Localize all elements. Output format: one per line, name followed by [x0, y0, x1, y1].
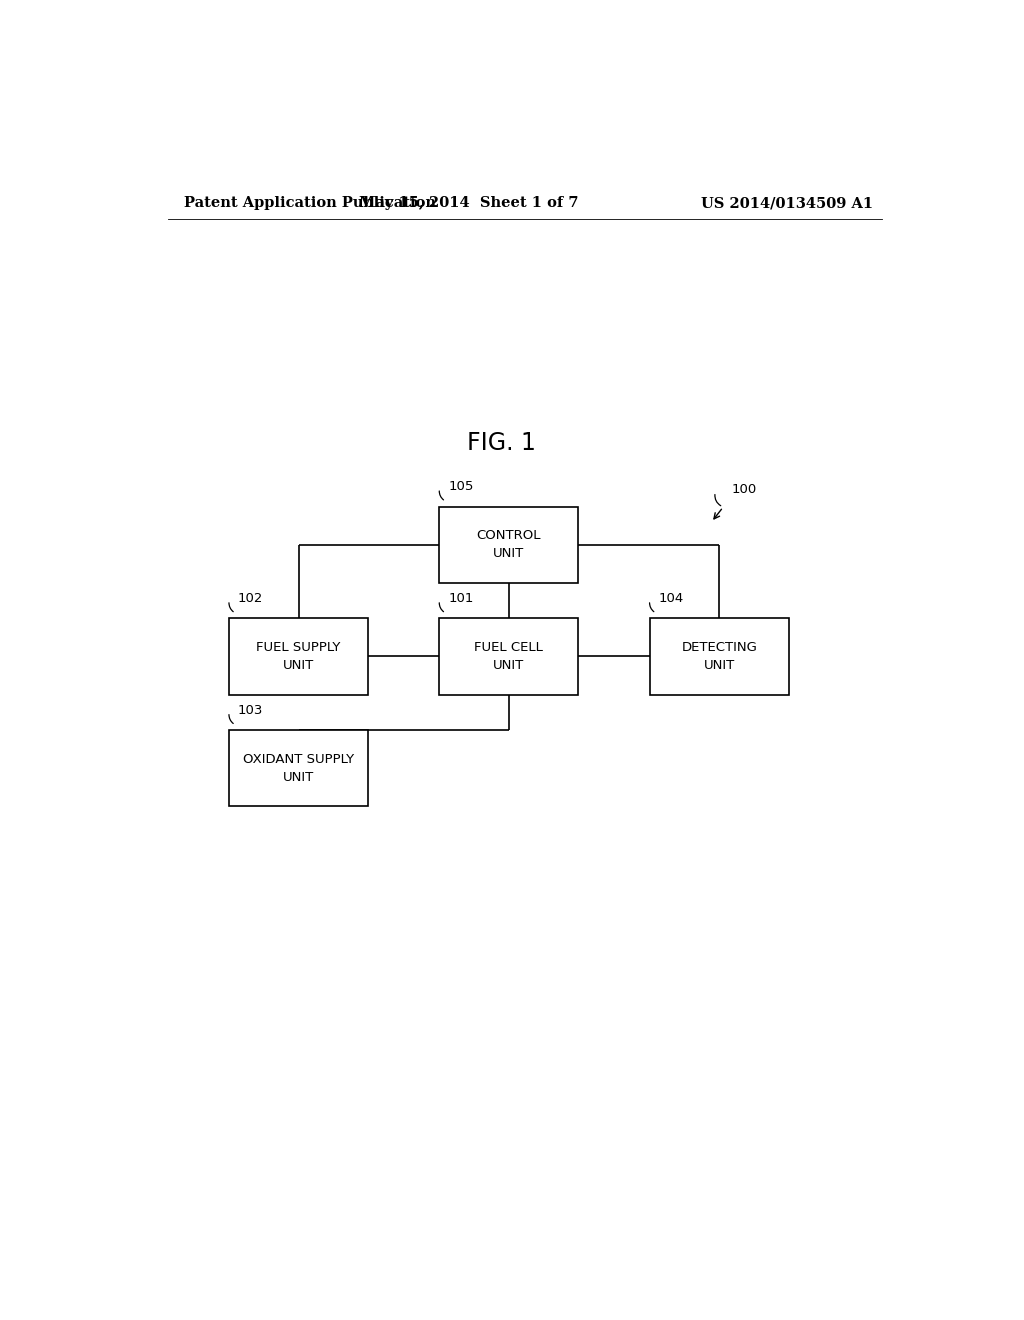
Text: 103: 103 [238, 704, 263, 717]
Text: Patent Application Publication: Patent Application Publication [183, 197, 435, 210]
Bar [439, 618, 579, 694]
Text: May 15, 2014  Sheet 1 of 7: May 15, 2014 Sheet 1 of 7 [359, 197, 579, 210]
Text: US 2014/0134509 A1: US 2014/0134509 A1 [700, 197, 872, 210]
Bar [229, 730, 368, 807]
Text: FUEL CELL
UNIT: FUEL CELL UNIT [474, 642, 544, 672]
Text: FUEL SUPPLY
UNIT: FUEL SUPPLY UNIT [256, 642, 341, 672]
Bar [650, 618, 788, 694]
Text: 101: 101 [449, 593, 473, 605]
Text: 104: 104 [658, 593, 684, 605]
Text: DETECTING
UNIT: DETECTING UNIT [681, 642, 757, 672]
Bar [439, 507, 579, 582]
Text: 102: 102 [238, 593, 263, 605]
Text: OXIDANT SUPPLY
UNIT: OXIDANT SUPPLY UNIT [243, 752, 354, 784]
Text: CONTROL
UNIT: CONTROL UNIT [477, 529, 541, 560]
Bar [229, 618, 368, 694]
Text: FIG. 1: FIG. 1 [467, 432, 536, 455]
Text: 100: 100 [731, 483, 757, 496]
Text: 105: 105 [449, 480, 473, 494]
